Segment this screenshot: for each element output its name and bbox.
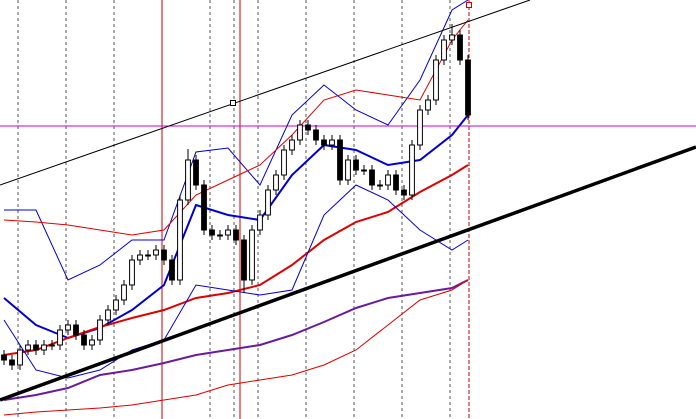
candle-body [121,284,127,301]
candle-body [113,299,119,311]
candle-body [433,59,439,101]
candle-body [273,174,279,191]
candle-body [321,139,327,146]
candle-body [41,344,47,351]
candle-body [449,34,455,41]
candle-body [65,324,71,331]
candle-body [1,354,7,361]
candle-body [177,199,183,281]
candle-body [73,324,79,336]
candle-body [49,344,55,347]
candle-body [193,159,199,186]
candle-body [217,234,223,237]
candle-body [89,339,95,346]
plot [1,0,471,416]
candle-body [161,249,167,261]
indicator-line [3,19,469,236]
candle-body [201,184,207,231]
channel-line [0,0,531,186]
trend-line [0,145,696,402]
candle-body [353,159,359,171]
candle-body [33,344,39,351]
candle-body [401,189,407,196]
anchor-point [466,2,472,8]
candle-body [369,169,375,186]
candle-body [281,149,287,176]
candle-body [185,159,191,201]
candle-body [409,144,415,196]
candle-body [297,124,303,141]
candle-body [17,349,23,366]
indicator-line [3,279,469,401]
candle-body [329,139,335,146]
candle-body [265,189,271,216]
candle-body [465,59,471,116]
candle-body [337,139,343,181]
grid [17,0,451,419]
candle-body [145,254,151,257]
candle-body [209,229,215,236]
candle-body [425,99,431,111]
candle-body [241,239,247,281]
candle-body [97,319,103,341]
candle-body [361,169,367,172]
candle-body [169,259,175,281]
candle-body [137,254,143,261]
candle-body [345,159,351,181]
candle-body [225,229,231,236]
candle-body [25,344,31,351]
candle-body [153,249,159,256]
candle-body [9,359,15,366]
candle-body [385,174,391,186]
candle-body [129,259,135,286]
candle-body [417,109,423,146]
candle-body [257,214,263,231]
candle-body [289,139,295,151]
candle-body [105,309,111,321]
candle-body [233,229,239,241]
candle-body [249,229,255,281]
indicator-line [3,279,469,416]
candle-body [393,174,399,191]
candle-body [457,34,463,61]
candle-body [441,39,447,61]
anchor-point [230,100,236,106]
candle-body [57,329,63,346]
candle-body [81,334,87,346]
indicator-line [4,0,469,281]
candle-body [305,124,311,131]
candle-body [377,184,383,187]
candle-body [313,129,319,141]
